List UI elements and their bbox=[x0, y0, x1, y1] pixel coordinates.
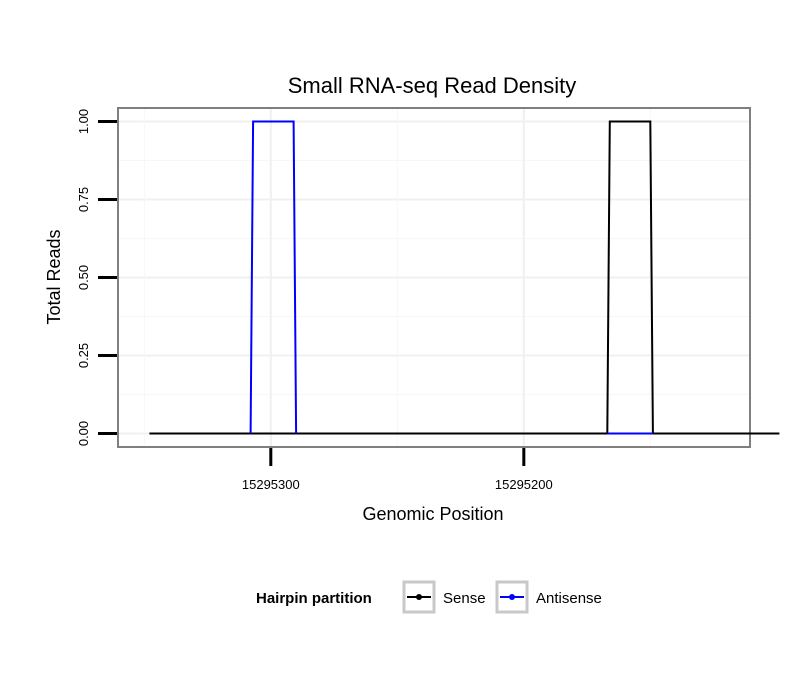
x-tick-label: 15295200 bbox=[495, 477, 553, 492]
x-axis-title: Genomic Position bbox=[362, 504, 503, 524]
y-axis-title: Total Reads bbox=[44, 229, 64, 324]
series-line-sense-0 bbox=[149, 120, 780, 435]
legend-label-sense: Sense bbox=[443, 590, 486, 607]
series-line-antisense-2 bbox=[249, 120, 298, 434]
grid-lines bbox=[119, 109, 749, 446]
y-tick-label: 0.75 bbox=[76, 187, 91, 212]
series-layer bbox=[149, 120, 780, 435]
legend: Hairpin partition Sense Antisense bbox=[256, 580, 602, 614]
y-axis: 0.00 0.25 0.50 0.75 1.00 bbox=[76, 109, 117, 446]
y-tick-label: 0.00 bbox=[76, 421, 91, 446]
plot-panel-border bbox=[117, 107, 751, 448]
y-tick-label: 0.25 bbox=[76, 343, 91, 368]
y-tick-label: 1.00 bbox=[76, 109, 91, 134]
x-axis: 15295300 15295200 bbox=[242, 448, 553, 492]
legend-key-antisense-dot bbox=[509, 594, 515, 600]
chart-title: Small RNA-seq Read Density bbox=[288, 73, 577, 98]
legend-title: Hairpin partition bbox=[256, 590, 372, 607]
x-tick-label: 15295300 bbox=[242, 477, 300, 492]
legend-key-sense bbox=[402, 580, 436, 614]
legend-key-antisense bbox=[495, 580, 529, 614]
legend-key-sense-dot bbox=[416, 594, 422, 600]
legend-label-antisense: Antisense bbox=[536, 590, 602, 607]
y-tick-label: 0.50 bbox=[76, 265, 91, 290]
